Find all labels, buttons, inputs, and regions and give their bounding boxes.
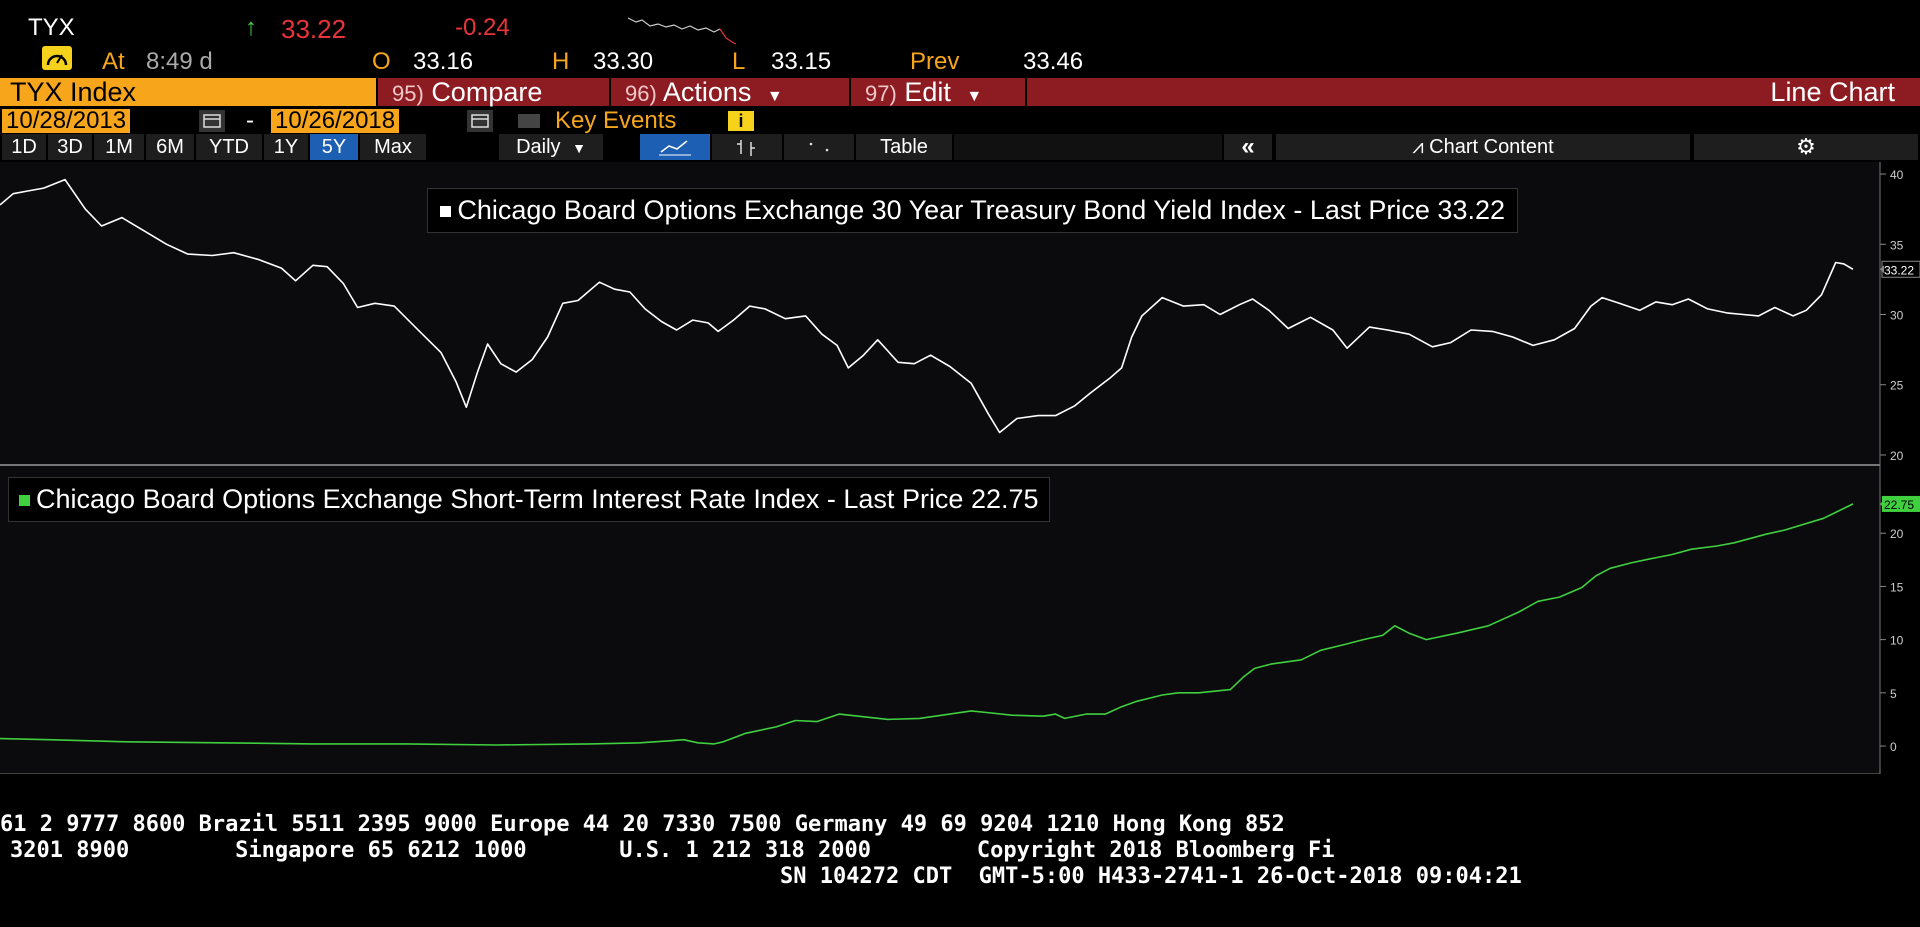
footer-line-3: SN 104272 CDT GMT-5:00 H433-2741-1 26-Oc…	[780, 864, 1522, 889]
up-arrow-icon: ↑	[245, 14, 257, 41]
info-icon[interactable]: i	[728, 111, 754, 131]
period-button-max[interactable]: Max	[360, 134, 426, 160]
menu-divider	[849, 78, 851, 106]
y-tick-label: 35	[1890, 238, 1904, 252]
table-button[interactable]: Table	[856, 134, 952, 160]
frequency-chevron-down-icon: ▼	[572, 140, 586, 156]
edit-num: 97)	[865, 81, 897, 106]
green-series-swatch	[19, 495, 30, 507]
compare-num: 95)	[392, 81, 424, 106]
gear-icon[interactable]: ⚙	[1694, 134, 1918, 160]
y-tick-label: 10	[1890, 634, 1904, 648]
period-button-6m[interactable]: 6M	[146, 134, 194, 160]
y-tick-label: 40	[1890, 168, 1904, 182]
frequency-label: Daily	[516, 136, 561, 158]
price-change: -0.24	[455, 14, 510, 41]
footer-line-1: 61 2 9777 8600 Brazil 5511 2395 9000 Eur…	[0, 812, 1285, 837]
y-tick-label: 20	[1890, 527, 1904, 541]
key-events-label: Key Events	[555, 107, 677, 134]
lower-panel: 0 5 10 15 20 22.75	[0, 495, 1920, 754]
y-tick-label: 0	[1890, 740, 1897, 754]
actions-button[interactable]: 96) Actions ▼	[611, 78, 849, 106]
line-chart-icon[interactable]	[640, 134, 710, 160]
start-date-field[interactable]: 10/28/2013	[2, 109, 131, 133]
period-button-1m[interactable]: 1M	[94, 134, 144, 160]
sparkline-icon	[628, 17, 737, 45]
low-value: 33.15	[771, 48, 832, 75]
edit-button[interactable]: 97) Edit ▼	[851, 78, 1025, 106]
toolbar-spacer	[954, 134, 1222, 160]
security-name: TYX Index	[10, 77, 137, 107]
prev-label: Prev	[910, 48, 960, 75]
frequency-dropdown[interactable]: Daily ▼	[499, 134, 603, 160]
period-button-5y[interactable]: 5Y	[310, 134, 358, 160]
at-label: At	[102, 48, 125, 75]
high-label: H	[552, 48, 570, 75]
end-calendar-icon[interactable]	[467, 110, 493, 132]
end-date-field[interactable]: 10/26/2018	[271, 109, 400, 133]
y-tick-label: 25	[1890, 379, 1904, 393]
quote-time: 8:49 d	[146, 48, 213, 75]
actions-label: Actions	[662, 77, 752, 107]
security-field[interactable]: TYX Index	[0, 78, 376, 106]
upper-legend: Chicago Board Options Exchange 30 Year T…	[427, 188, 1518, 233]
y-tick-label: 30	[1890, 309, 1904, 323]
actions-chevron-down-icon: ▼	[766, 88, 783, 105]
collapse-chevron-left-icon[interactable]: «	[1224, 134, 1272, 160]
last-price-pointer	[1880, 499, 1884, 508]
ticker: TYX	[28, 14, 75, 41]
last-price: 33.22	[281, 14, 347, 44]
annotation-icon[interactable]	[784, 134, 854, 160]
y-tick-label: 20	[1890, 449, 1904, 463]
upper-panel: 20 25 30 35 40 33.22	[0, 168, 1920, 463]
series-line-short-term	[0, 503, 1854, 746]
edit-chevron-down-icon: ▼	[966, 88, 983, 105]
period-button-ytd[interactable]: YTD	[196, 134, 262, 160]
edit-label: Edit	[904, 77, 951, 107]
low-label: L	[732, 48, 746, 75]
bar-chart-icon[interactable]	[712, 134, 782, 160]
lower-legend: Chicago Board Options Exchange Short-Ter…	[8, 477, 1050, 522]
key-events-checkbox[interactable]	[518, 114, 540, 128]
upper-legend-text: Chicago Board Options Exchange 30 Year T…	[457, 195, 1505, 225]
prev-value: 33.46	[1023, 48, 1084, 75]
menu-divider	[1025, 78, 1027, 106]
period-button-1y[interactable]: 1Y	[264, 134, 308, 160]
open-label: O	[372, 48, 391, 75]
date-dash: -	[246, 107, 254, 134]
realtime-gauge-icon[interactable]	[42, 46, 72, 70]
y-tick-label: 5	[1890, 687, 1897, 701]
y-tick-label: 15	[1890, 580, 1904, 594]
open-value: 33.16	[413, 48, 474, 75]
lower-legend-text: Chicago Board Options Exchange Short-Ter…	[36, 484, 1039, 514]
high-value: 33.30	[593, 48, 654, 75]
last-price-tag-label: 33.22	[1884, 263, 1914, 277]
period-button-3d[interactable]: 3D	[48, 134, 92, 160]
white-series-swatch	[440, 206, 452, 218]
chart-content-label: Chart Content	[1429, 136, 1554, 158]
compare-label: Compare	[431, 77, 543, 107]
compare-button[interactable]: 95) Compare	[378, 78, 608, 106]
chart-content-icon: ⩘	[1412, 136, 1424, 158]
last-price-tag-label: 22.75	[1884, 498, 1914, 512]
last-price-pointer	[1880, 265, 1884, 274]
chart-content-button[interactable]: ⩘ Chart Content	[1276, 134, 1690, 160]
last-price-tag	[1882, 495, 1920, 512]
menu-divider	[609, 78, 611, 106]
menu-bar	[378, 78, 1920, 106]
period-button-1d[interactable]: 1D	[2, 134, 46, 160]
footer-line-2: 3201 8900 Singapore 65 6212 1000 U.S. 1 …	[10, 838, 1335, 863]
actions-num: 96)	[625, 81, 657, 106]
chart-type-button[interactable]: Line Chart	[1770, 77, 1895, 107]
series-line-tyx	[0, 178, 1854, 434]
start-calendar-icon[interactable]	[199, 110, 225, 132]
